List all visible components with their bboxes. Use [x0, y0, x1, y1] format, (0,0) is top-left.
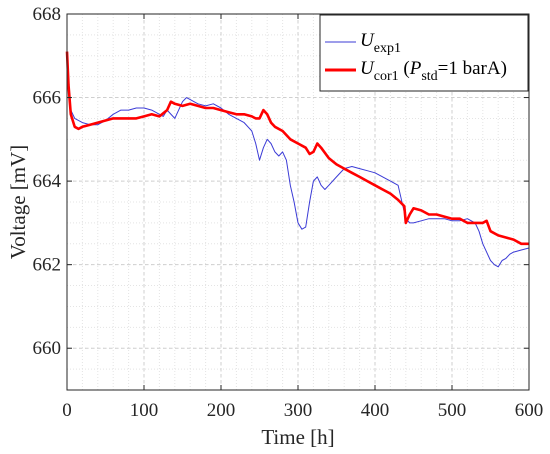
x-tick-label: 300: [284, 400, 313, 421]
legend: Uexp1 Ucor1 (Pstd=1 barA): [319, 14, 529, 92]
legend-box: [319, 14, 529, 92]
series-layer: [65, 51, 530, 268]
y-tick-label: 664: [33, 171, 62, 192]
legend-label-exp1: Uexp1: [360, 30, 401, 56]
tick-layer: 0 100 200 300 400 500 600 660 662 664 666 668: [33, 4, 544, 421]
legend-label-cor1: Ucor1 (Pstd=1 barA): [360, 58, 507, 84]
x-tick-label: 100: [130, 400, 159, 421]
x-tick-label: 200: [207, 400, 236, 421]
x-tick-label: 600: [515, 400, 544, 421]
x-tick-label: 0: [62, 400, 72, 421]
x-axis-label: Time [h]: [261, 425, 334, 449]
y-axis-label: Voltage [mV]: [6, 145, 30, 260]
y-tick-label: 668: [33, 4, 62, 25]
series-line-u-exp1: [66, 55, 530, 268]
x-tick-label: 400: [361, 400, 390, 421]
y-tick-label: 660: [33, 338, 62, 359]
x-tick-label: 500: [438, 400, 467, 421]
y-tick-label: 662: [33, 255, 62, 276]
series-line-u-cor1: [65, 51, 529, 246]
y-tick-label: 666: [33, 88, 62, 109]
